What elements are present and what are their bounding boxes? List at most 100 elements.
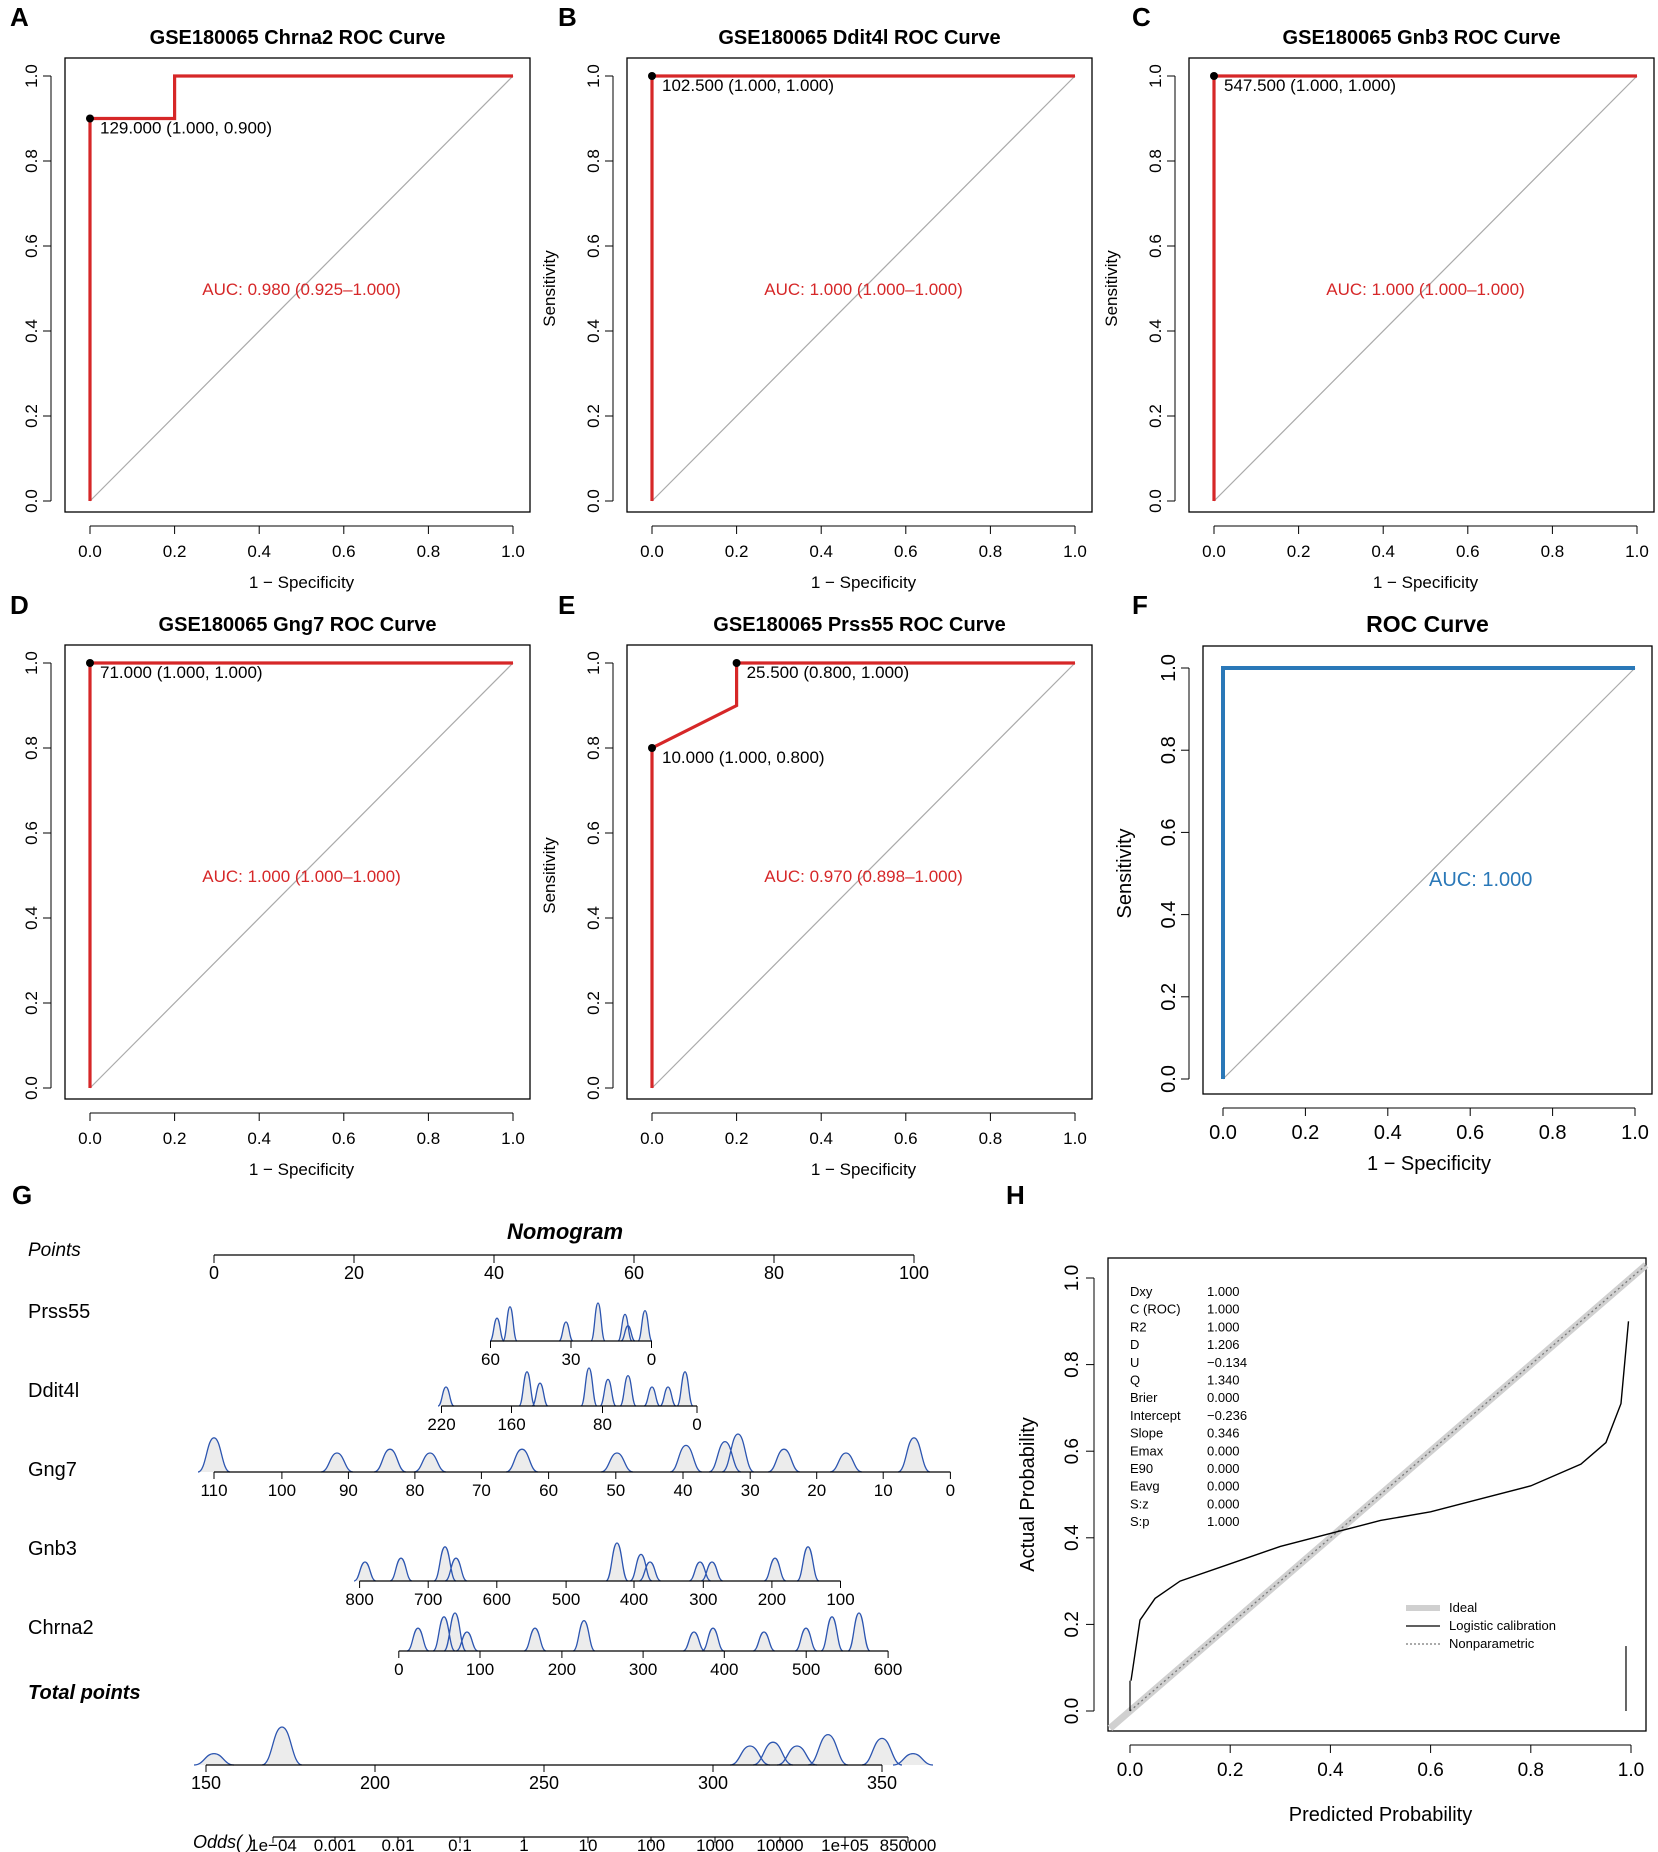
auc-label: AUC: 0.970 (0.898–1.000) xyxy=(764,867,962,886)
x-tick-label: 0.2 xyxy=(163,542,187,561)
threshold-point xyxy=(86,114,94,123)
variable-tick-label: 100 xyxy=(466,1660,494,1679)
y-axis-label: Sensitivity xyxy=(540,837,559,914)
y-axis-label: Sensitivity xyxy=(1102,250,1121,327)
x-tick-label: 0.6 xyxy=(1456,542,1480,561)
y-tick-label: 0.6 xyxy=(1146,234,1165,258)
x-tick-label: 1.0 xyxy=(1625,542,1649,561)
x-tick-label: 1.0 xyxy=(1621,1122,1649,1144)
stat-label: Brier xyxy=(1130,1390,1158,1405)
x-tick-label: 0.8 xyxy=(417,1129,441,1148)
nomogram-row-chrna2: Chrna2 0 100 200 300 400 500 600 xyxy=(28,1612,902,1679)
y-tick-label: 0.6 xyxy=(1062,1438,1083,1464)
y-tick-label: 1.0 xyxy=(22,651,41,675)
total-tick-label: 250 xyxy=(529,1773,559,1793)
legend-label: Ideal xyxy=(1449,1600,1477,1615)
threshold-point xyxy=(1210,72,1218,80)
total-points-label: Total points xyxy=(28,1682,141,1704)
y-tick-label: 0.4 xyxy=(22,319,41,343)
x-tick-label: 0.4 xyxy=(1317,1760,1344,1781)
density-curve xyxy=(406,1612,871,1652)
stat-value: −0.236 xyxy=(1207,1408,1247,1423)
y-tick-label: 0.8 xyxy=(1062,1351,1083,1377)
variable-tick-label: 90 xyxy=(339,1481,358,1500)
y-tick-label: 0.6 xyxy=(1158,818,1180,846)
y-tick-label: 1.0 xyxy=(584,64,603,88)
threshold-point xyxy=(648,744,656,752)
legend-label: Nonparametric xyxy=(1449,1636,1535,1651)
roc-panel-b: GSE180065 Ddit4l ROC Curve 0.0 0.2 0.4 0.6 0.… xyxy=(540,27,1093,592)
y-tick-label: 0.6 xyxy=(22,821,41,845)
x-axis-label: Predicted Probability xyxy=(1289,1804,1472,1826)
variable-tick-label: 400 xyxy=(620,1590,648,1609)
y-tick-label: 0.8 xyxy=(1146,149,1165,173)
density-curve xyxy=(489,1302,653,1342)
y-tick-label: 0.8 xyxy=(584,149,603,173)
y-tick-label: 0.8 xyxy=(22,736,41,760)
total-tick-label: 350 xyxy=(867,1773,897,1793)
x-tick-label: 1.0 xyxy=(1063,542,1087,561)
variable-tick-label: 700 xyxy=(414,1590,442,1609)
y-axis-label: Sensitivity xyxy=(540,250,559,327)
x-axis-label: 1 − Specificity xyxy=(1373,573,1479,592)
y-tick-label: 0.0 xyxy=(22,1076,41,1100)
y-tick-label: 0.0 xyxy=(584,1076,603,1100)
x-tick-label: 0.2 xyxy=(725,542,749,561)
x-tick-label: 0.8 xyxy=(417,542,441,561)
x-tick-label: 0.6 xyxy=(332,1129,356,1148)
x-tick-label: 1.0 xyxy=(501,1129,525,1148)
y-tick-label: 0.8 xyxy=(1158,736,1180,764)
variable-tick-label: 30 xyxy=(562,1350,581,1369)
y-axis-label: Sensitivity xyxy=(1114,828,1136,918)
plot-frame xyxy=(1202,645,1653,1095)
variable-tick-label: 0 xyxy=(647,1350,656,1369)
variable-tick-label: 100 xyxy=(826,1590,854,1609)
variable-tick-label: 0 xyxy=(946,1481,955,1500)
threshold-label: 129.000 (1.000, 0.900) xyxy=(100,119,272,138)
odds-tick-label: 0.01 xyxy=(381,1836,414,1852)
plot-frame xyxy=(626,57,1093,513)
stat-value: 1.000 xyxy=(1207,1319,1240,1334)
points-tick-label: 20 xyxy=(344,1263,364,1283)
chart-title: GSE180065 Chrna2 ROC Curve xyxy=(150,27,446,49)
y-axis-label: Actual Probability xyxy=(1017,1417,1039,1572)
auc-label: AUC: 1.000 xyxy=(1429,869,1532,891)
variable-tick-label: 80 xyxy=(405,1481,424,1500)
roc-panel-a: GSE180065 Chrna2 ROC Curve 0.0 0.2 0.4 0.6 0.… xyxy=(22,27,531,592)
stat-label: Slope xyxy=(1130,1426,1163,1441)
density-curve xyxy=(197,1433,931,1473)
variable-tick-label: 600 xyxy=(483,1590,511,1609)
nomogram-row-prss55: Prss55 60 30 0 xyxy=(28,1301,656,1369)
variable-label: Gnb3 xyxy=(28,1538,77,1560)
x-tick-label: 0.2 xyxy=(163,1129,187,1148)
stat-value: 1.340 xyxy=(1207,1373,1240,1388)
y-tick-label: 0.4 xyxy=(1146,319,1165,343)
stat-label: U xyxy=(1130,1355,1139,1370)
auc-label: AUC: 1.000 (1.000–1.000) xyxy=(202,867,400,886)
stat-value: 1.000 xyxy=(1207,1284,1240,1299)
x-tick-label: 0.4 xyxy=(247,1129,271,1148)
y-tick-label: 0.2 xyxy=(1158,983,1180,1011)
y-tick-label: 0.0 xyxy=(22,489,41,513)
x-tick-label: 0.6 xyxy=(1417,1760,1443,1781)
roc-panel-f: ROC Curve 0.0 0.2 0.4 0.6 0.8 1.0 1 − Specifici… xyxy=(1114,611,1653,1175)
chart-title: GSE180065 Gnb3 ROC Curve xyxy=(1283,27,1561,49)
stat-label: S:p xyxy=(1130,1514,1150,1529)
odds-tick-label: 1 xyxy=(519,1836,528,1852)
stat-label: E90 xyxy=(1130,1461,1153,1476)
legend-label: Logistic calibration xyxy=(1449,1618,1556,1633)
y-tick-label: 0.2 xyxy=(1062,1611,1083,1637)
logistic-calibration-line xyxy=(1130,1321,1630,1681)
density-curve xyxy=(437,1367,694,1407)
y-tick-label: 0.2 xyxy=(22,991,41,1015)
x-tick-label: 0.2 xyxy=(1291,1122,1319,1144)
y-tick-label: 1.0 xyxy=(22,64,41,88)
y-tick-label: 0.2 xyxy=(584,404,603,428)
stat-value: 0.000 xyxy=(1207,1390,1240,1405)
variable-tick-label: 50 xyxy=(606,1481,625,1500)
y-tick-label: 0.6 xyxy=(22,234,41,258)
x-tick-label: 0.6 xyxy=(894,1129,918,1148)
points-tick-label: 80 xyxy=(764,1263,784,1283)
stat-value: 1.000 xyxy=(1207,1302,1240,1317)
